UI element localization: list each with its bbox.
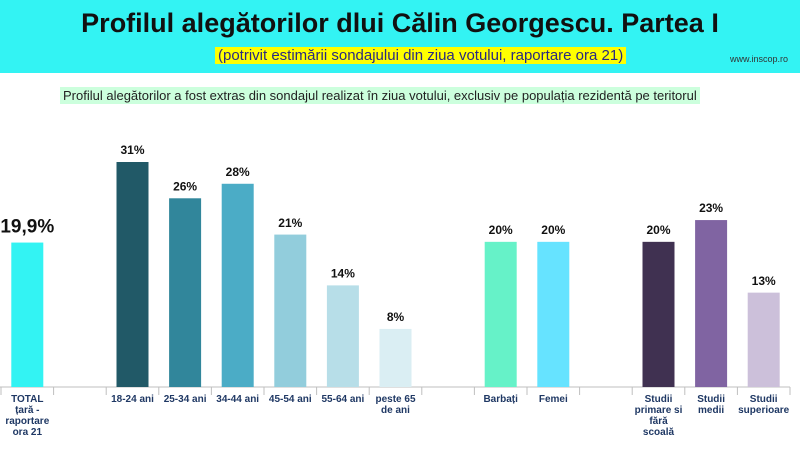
value-label: 20% (541, 223, 565, 237)
source: www.inscop.ro (729, 54, 788, 64)
bar (695, 220, 728, 387)
bar (537, 241, 570, 387)
bar (169, 198, 202, 387)
value-label: 26% (173, 179, 197, 193)
x-tick-label: Studii primare si fără scoală (634, 394, 683, 438)
x-tick-label: TOTAL țară - raportare ora 21 (5, 394, 50, 438)
subtitle: (potrivit estimării sondajului din ziua … (215, 47, 627, 64)
value-label: 13% (752, 274, 776, 288)
bar (11, 242, 44, 387)
value-label: 20% (646, 223, 670, 237)
bar (747, 292, 780, 387)
x-tick-label: Femei (538, 394, 568, 405)
bar (116, 162, 149, 387)
x-tick-label: 18-24 ani (111, 394, 154, 405)
bar (274, 234, 307, 387)
bar (484, 241, 517, 387)
bar (221, 183, 254, 387)
x-tick-label: 34-44 ani (216, 394, 260, 405)
x-tick-label: 25-34 ani (163, 394, 207, 405)
x-tick-label: Studii superioare (738, 394, 790, 416)
value-label: 31% (120, 143, 144, 157)
value-label: 23% (699, 201, 723, 215)
value-label: 28% (226, 165, 250, 179)
bar (642, 241, 675, 387)
value-label: 21% (278, 216, 302, 230)
note: Profilul alegătorilor a fost extras din … (60, 87, 700, 104)
x-tick-label: peste 65 de ani (375, 394, 416, 416)
chart-title: Profilul alegătorilor dlui Călin Georges… (81, 8, 719, 38)
bar (326, 285, 359, 387)
bar (379, 328, 412, 387)
x-tick-label: Studii medii (697, 394, 725, 416)
value-label: 19,9% (0, 217, 54, 238)
value-label: 14% (331, 267, 355, 281)
value-label: 8% (387, 310, 405, 324)
x-tick-label: 55-64 ani (321, 394, 365, 405)
x-tick-label: 45-54 ani (268, 394, 312, 405)
value-label: 20% (489, 223, 513, 237)
x-tick-label: Barbați (483, 394, 518, 405)
